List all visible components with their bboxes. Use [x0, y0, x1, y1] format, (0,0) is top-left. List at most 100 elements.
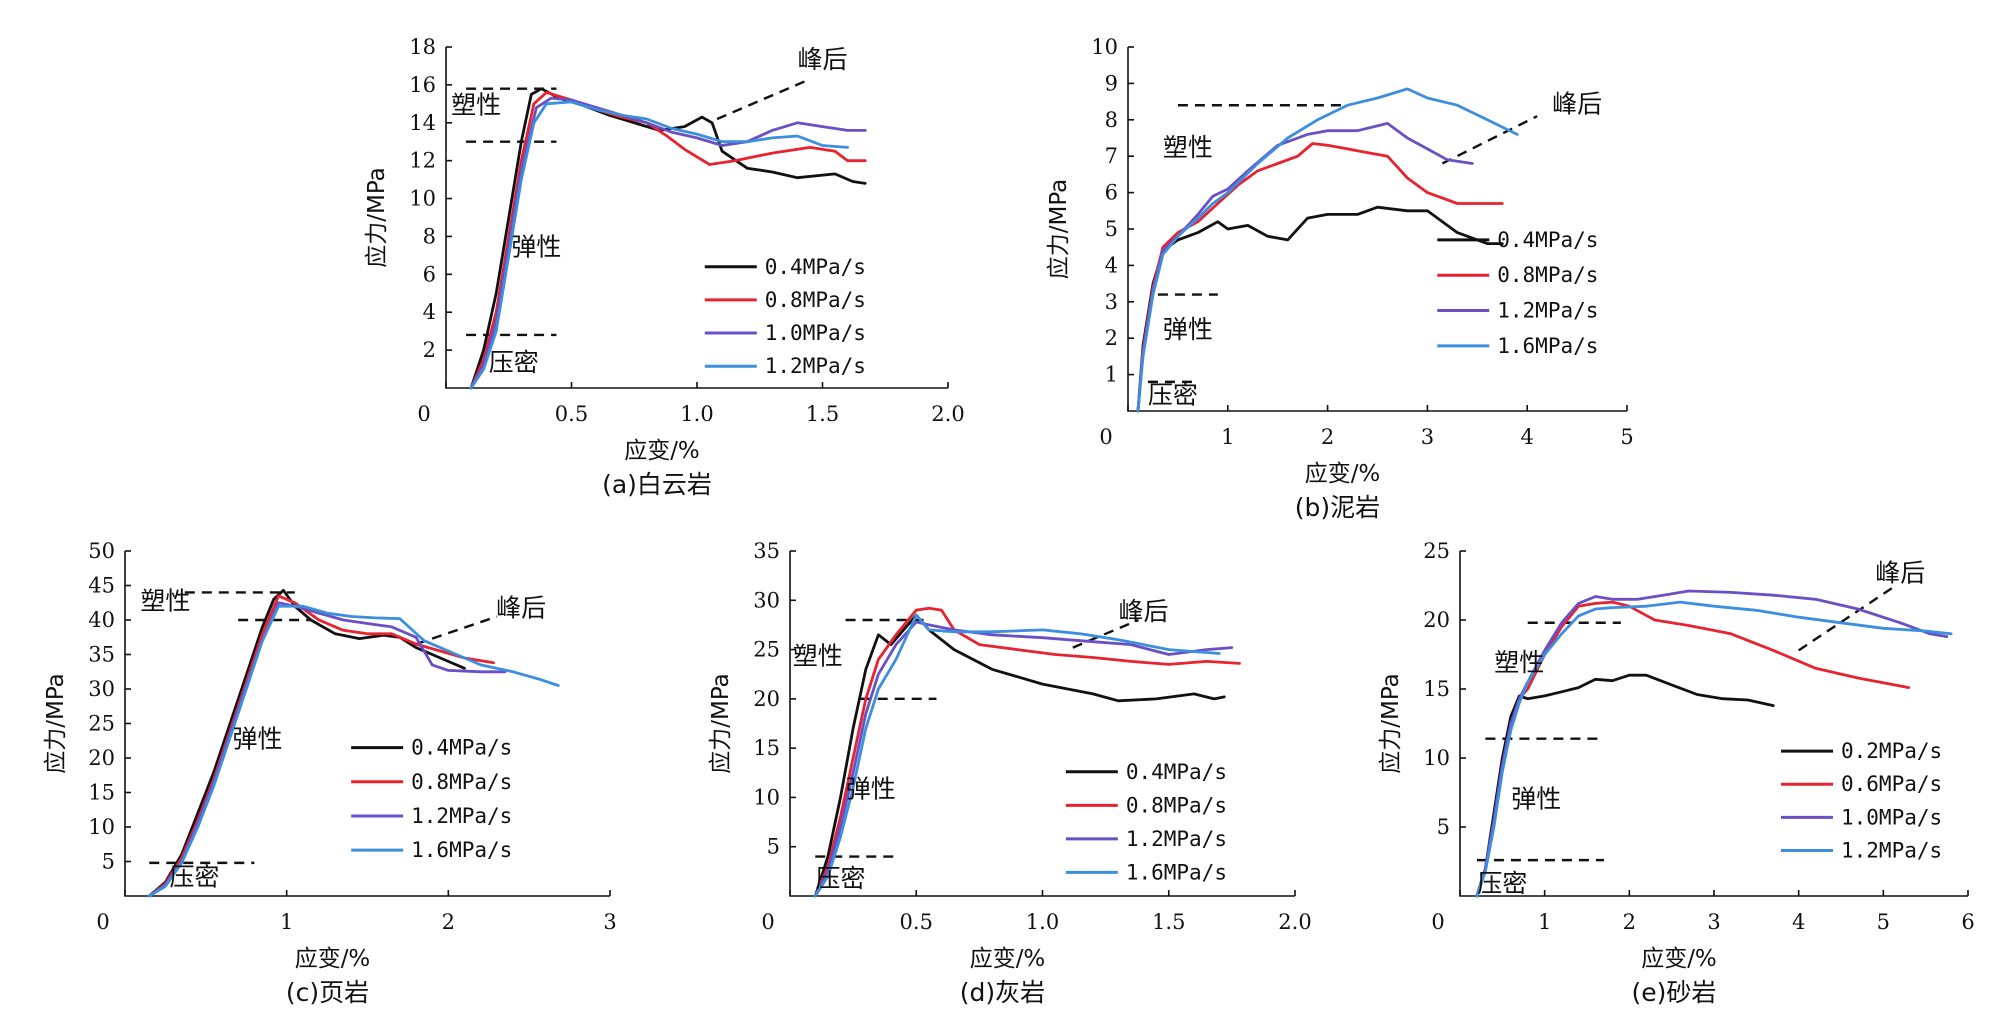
y-tick-label: 10: [753, 785, 780, 809]
series-line-3: [1136, 122, 1474, 413]
x-tick-label: 0.5: [555, 402, 588, 426]
region-label: 峰后: [1118, 597, 1168, 626]
legend: 0.4MPa/s 0.8MPa/s 1.0MPa/s 1.2MPa/s: [704, 255, 866, 378]
x-tick-label: 1.5: [806, 402, 839, 426]
y-tick-label: 5: [767, 835, 780, 859]
x-tick-label: 1: [280, 910, 293, 934]
y-tick-label: 5: [1105, 217, 1118, 241]
y-tick-label: 35: [753, 539, 780, 563]
y-tick-label: 15: [88, 781, 115, 805]
series-line-2: [813, 606, 1241, 898]
y-tick-label: 10: [88, 815, 115, 839]
region-label: 塑性: [451, 90, 501, 119]
y-tick-label: 5: [1437, 815, 1450, 839]
legend-entry: 0.8MPa/s: [765, 288, 866, 312]
region-label: 弹性: [846, 774, 896, 803]
y-tick-label: 50: [88, 539, 115, 563]
legend-entry: 1.2MPa/s: [1841, 838, 1942, 862]
region-label: 峰后: [1552, 90, 1602, 119]
region-label: 弹性: [233, 725, 283, 754]
y-tick-label: 2: [1105, 326, 1118, 350]
legend-entry: 1.6MPa/s: [411, 838, 512, 862]
series-line-3: [469, 96, 867, 390]
y-tick-label: 3: [1105, 290, 1118, 314]
x-tick-label: 3: [603, 910, 616, 934]
y-tick-label: 15: [1423, 677, 1450, 701]
y-tick-label: 10: [409, 187, 436, 211]
legend: 0.4MPa/s 0.8MPa/s 1.2MPa/s 1.6MPa/s: [1437, 228, 1598, 358]
y-axis-label: 应力/MPa: [1378, 673, 1404, 774]
y-tick-label: 8: [1105, 108, 1118, 132]
region-boundary-dash: [1798, 587, 1893, 652]
y-tick-label: 16: [409, 73, 436, 97]
x-tick-label: 0.5: [900, 910, 933, 934]
region-label: 峰后: [1875, 558, 1925, 587]
panel-caption: (b)泥岩: [1295, 493, 1380, 522]
y-tick-label: 20: [753, 687, 780, 711]
y-tick-label: 20: [1423, 608, 1450, 632]
series-line-1: [147, 588, 466, 898]
y-tick-label: 4: [423, 300, 436, 324]
x-tick-label: 1: [1221, 425, 1234, 449]
y-tick-label: 8: [423, 224, 436, 248]
series-line-1: [469, 87, 867, 390]
y-tick-label: 6: [1105, 181, 1118, 205]
legend-entry: 1.6MPa/s: [1126, 860, 1227, 884]
series-line-1: [813, 613, 1226, 898]
x-tick-label: 1.0: [1026, 910, 1059, 934]
series-line-3: [813, 620, 1234, 898]
region-label: 峰后: [496, 594, 546, 623]
region-label: 压密: [1148, 381, 1198, 410]
x-axis-label: 应变/%: [624, 438, 700, 464]
region-label: 弹性: [1163, 315, 1213, 344]
x-axis-label: 应变/%: [295, 946, 371, 972]
y-axis-label: 应力/MPa: [43, 673, 69, 774]
x-tick-label: 0: [96, 910, 109, 934]
y-tick-label: 7: [1105, 144, 1118, 168]
legend-entry: 1.2MPa/s: [1126, 827, 1227, 851]
x-tick-label: 0: [761, 910, 774, 934]
region-label: 弹性: [1511, 785, 1561, 814]
region-label: 压密: [489, 348, 539, 377]
legend-entry: 0.4MPa/s: [411, 736, 512, 760]
region-boundary-dash: [415, 615, 498, 646]
y-tick-label: 18: [409, 35, 436, 59]
x-tick-label: 1.5: [1152, 910, 1185, 934]
region-label: 压密: [1477, 869, 1527, 898]
y-tick-label: 30: [88, 677, 115, 701]
region-boundary-dash: [1072, 618, 1139, 649]
y-axis-label: 应力/MPa: [708, 673, 734, 774]
y-tick-label: 20: [88, 746, 115, 770]
x-tick-label: 1.0: [680, 402, 713, 426]
x-axis-label: 应变/%: [1641, 946, 1717, 972]
x-tick-label: 2.0: [1278, 910, 1311, 934]
y-tick-label: 25: [88, 712, 115, 736]
region-label: 塑性: [793, 641, 843, 670]
series-line-4: [147, 604, 560, 898]
series-line-4: [813, 613, 1221, 898]
x-tick-label: 5: [1877, 910, 1890, 934]
x-axis-label: 应变/%: [1305, 461, 1381, 487]
y-tick-label: 5: [102, 850, 115, 874]
y-tick-label: 35: [88, 643, 115, 667]
y-axis-label: 应力/MPa: [364, 167, 390, 268]
region-label: 塑性: [1494, 648, 1544, 677]
legend-entry: 0.8MPa/s: [1126, 793, 1227, 817]
legend-entry: 0.4MPa/s: [765, 255, 866, 279]
legend: 0.2MPa/s 0.6MPa/s 1.0MPa/s 1.2MPa/s: [1781, 739, 1942, 862]
series-line-4: [469, 100, 849, 390]
panel-a: 2 4 6 8 10 12 14 16 18 0 0.5 1.0 1.5 2.0 应变/% 应力/MPa (a)…: [364, 35, 965, 499]
legend-entry: 1.2MPa/s: [411, 804, 512, 828]
y-tick-label: 4: [1105, 253, 1118, 277]
y-tick-label: 25: [1423, 539, 1450, 563]
x-tick-label: 0: [1099, 425, 1112, 449]
y-tick-label: 10: [1091, 35, 1118, 59]
legend-entry: 0.6MPa/s: [1841, 772, 1942, 796]
region-label: 压密: [815, 864, 865, 893]
y-tick-label: 14: [409, 111, 436, 135]
legend-entry: 1.0MPa/s: [1841, 805, 1942, 829]
y-tick-label: 30: [753, 588, 780, 612]
region-label: 塑性: [1163, 133, 1213, 162]
